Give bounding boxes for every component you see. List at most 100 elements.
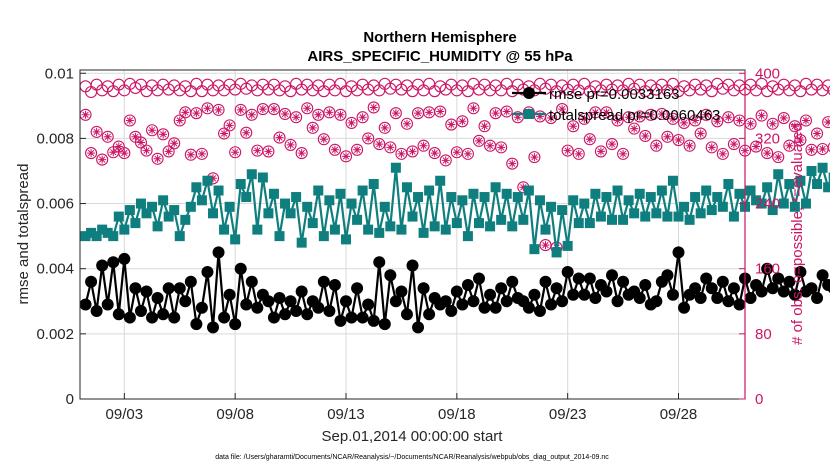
evaluated-obs-point bbox=[661, 130, 674, 143]
totalspread-point bbox=[546, 201, 557, 212]
rmse-point bbox=[323, 305, 336, 318]
evaluated-obs-point bbox=[384, 141, 397, 154]
rmse-point bbox=[223, 288, 236, 301]
totalspread-point bbox=[462, 231, 473, 242]
evaluated-obs-point bbox=[378, 121, 391, 134]
totalspread-point bbox=[667, 175, 678, 186]
rmse-point bbox=[157, 308, 170, 321]
totalspread-point bbox=[579, 198, 590, 209]
rmse-point bbox=[794, 265, 807, 278]
evaluated-obs-point bbox=[251, 144, 264, 157]
rmse-point bbox=[716, 275, 729, 288]
totalspread-point bbox=[490, 182, 501, 193]
chart-subtitle: AIRS_SPECIFIC_HUMIDITY @ 55 hPa bbox=[307, 48, 573, 65]
rmse-point bbox=[118, 252, 131, 265]
evaluated-obs-point bbox=[334, 108, 347, 121]
evaluated-obs-point bbox=[362, 132, 375, 145]
possible-obs-point bbox=[500, 77, 513, 90]
totalspread-point bbox=[374, 227, 385, 238]
legend-swatch-rmse-marker bbox=[523, 87, 535, 99]
evaluated-obs-point bbox=[118, 147, 131, 160]
rmse-point bbox=[545, 298, 558, 311]
legend: rmse pr=0.0033163 totalspread pr=0.00604… bbox=[512, 86, 720, 124]
evaluated-obs-point bbox=[179, 106, 192, 119]
evaluated-obs-point bbox=[772, 151, 785, 164]
evaluated-obs-point bbox=[650, 139, 663, 152]
evaluated-obs-point bbox=[423, 106, 436, 119]
rmse-point bbox=[766, 282, 779, 295]
rmse-point bbox=[611, 295, 624, 308]
totalspread-point bbox=[651, 208, 662, 219]
evaluated-obs-point bbox=[539, 239, 552, 252]
evaluated-obs-point bbox=[400, 117, 414, 130]
rmse-point bbox=[705, 282, 718, 295]
totalspread-point bbox=[656, 185, 667, 196]
evaluated-obs-point bbox=[284, 138, 297, 151]
evaluated-obs-point bbox=[716, 147, 729, 160]
evaluated-obs-point bbox=[90, 125, 103, 138]
evaluated-obs-point bbox=[794, 133, 807, 147]
evaluated-obs-point bbox=[234, 103, 247, 116]
y-tick-label-left: 0.006 bbox=[36, 196, 74, 213]
rmse-point bbox=[262, 295, 275, 308]
legend-swatch-totalspread-marker bbox=[524, 109, 534, 119]
rmse-point bbox=[788, 288, 801, 301]
totalspread-point bbox=[789, 201, 800, 212]
rmse-point bbox=[478, 301, 491, 314]
rmse-point bbox=[384, 269, 397, 282]
rmse-point bbox=[284, 295, 297, 308]
evaluated-obs-point bbox=[744, 117, 757, 130]
totalspread-point bbox=[778, 198, 789, 209]
totalspread-point bbox=[91, 231, 102, 242]
evaluated-obs-point bbox=[484, 139, 497, 152]
totalspread-point bbox=[601, 192, 612, 203]
totalspread-point bbox=[135, 198, 146, 209]
evaluated-obs-point bbox=[79, 108, 92, 121]
rmse-point bbox=[550, 282, 563, 295]
rmse-point bbox=[811, 292, 824, 305]
totalspread-point bbox=[618, 214, 629, 225]
rmse-point bbox=[79, 298, 92, 311]
evaluated-obs-point bbox=[722, 111, 735, 124]
evaluated-obs-point bbox=[711, 115, 724, 128]
rmse-point bbox=[395, 285, 408, 298]
rmse-point bbox=[267, 311, 280, 324]
rmse-point bbox=[533, 305, 546, 318]
rmse-point bbox=[700, 272, 713, 285]
rmse-point bbox=[328, 278, 341, 291]
totalspread-point bbox=[607, 214, 617, 225]
totalspread-point bbox=[734, 188, 745, 199]
evaluated-obs-point bbox=[323, 106, 336, 119]
rmse-point bbox=[528, 288, 541, 301]
totalspread-point bbox=[241, 192, 252, 203]
evaluated-obs-point bbox=[472, 134, 486, 147]
totalspread-point bbox=[573, 218, 584, 229]
x-tick-label: 09/08 bbox=[216, 406, 254, 423]
totalspread-point bbox=[257, 172, 268, 183]
evaluated-obs-point bbox=[788, 120, 801, 133]
rmse-point bbox=[112, 308, 125, 321]
evaluated-obs-point bbox=[478, 120, 491, 133]
rmse-point bbox=[312, 301, 325, 314]
chart-title: Northern Hemisphere bbox=[363, 29, 516, 46]
evaluated-obs-point bbox=[273, 131, 286, 144]
rmse-point bbox=[672, 246, 685, 259]
rmse-point bbox=[827, 283, 830, 293]
totalspread-point bbox=[124, 205, 135, 216]
totalspread-point bbox=[773, 169, 784, 180]
rmse-point bbox=[207, 321, 219, 334]
rmse-point bbox=[417, 282, 430, 295]
totalspread-point bbox=[346, 198, 357, 209]
totalspread-point bbox=[684, 214, 695, 225]
rmse-point bbox=[373, 256, 386, 269]
totalspread-point bbox=[690, 192, 701, 203]
evaluated-obs-point bbox=[544, 111, 558, 125]
evaluated-obs-point bbox=[733, 114, 746, 127]
totalspread-point bbox=[817, 162, 828, 173]
rmse-point bbox=[279, 308, 292, 321]
rmse-point bbox=[362, 298, 375, 311]
rmse-point bbox=[168, 311, 181, 324]
totalspread-point bbox=[413, 192, 424, 203]
evaluated-obs-point bbox=[705, 141, 718, 154]
evaluated-obs-point bbox=[594, 145, 607, 158]
